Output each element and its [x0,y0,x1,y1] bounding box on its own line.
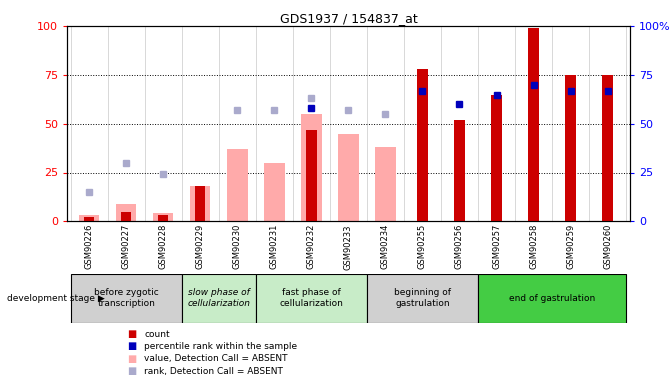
Bar [195,186,206,221]
Text: beginning of
gastrulation: beginning of gastrulation [394,288,451,308]
Bar [190,186,210,221]
Bar [264,163,285,221]
Title: GDS1937 / 154837_at: GDS1937 / 154837_at [279,12,417,25]
Bar [602,75,613,221]
Bar [454,120,465,221]
Text: count: count [144,330,170,339]
Bar [116,204,137,221]
Text: value, Detection Call = ABSENT: value, Detection Call = ABSENT [144,354,287,363]
Bar [302,114,322,221]
Bar [182,274,256,322]
Text: development stage ▶: development stage ▶ [7,294,105,303]
Bar [306,130,316,221]
Bar [478,274,626,322]
Bar [529,28,539,221]
Text: end of gastrulation: end of gastrulation [509,294,595,303]
Bar [153,213,174,221]
Bar [71,274,182,322]
Text: ■: ■ [127,342,137,351]
Text: percentile rank within the sample: percentile rank within the sample [144,342,297,351]
Text: ■: ■ [127,329,137,339]
Bar [158,215,168,221]
Bar [417,69,427,221]
Text: before zygotic
transcription: before zygotic transcription [94,288,159,308]
Text: rank, Detection Call = ABSENT: rank, Detection Call = ABSENT [144,367,283,375]
Bar [256,274,367,322]
Bar [121,211,131,221]
Bar [565,75,576,221]
Text: fast phase of
cellularization: fast phase of cellularization [279,288,343,308]
Bar [227,149,247,221]
Bar [84,217,94,221]
Text: ■: ■ [127,366,137,375]
Bar [79,215,99,221]
Text: slow phase of
cellularization: slow phase of cellularization [188,288,251,308]
Bar [367,274,478,322]
Text: ■: ■ [127,354,137,364]
Bar [338,134,358,221]
Bar [375,147,395,221]
Bar [491,94,502,221]
